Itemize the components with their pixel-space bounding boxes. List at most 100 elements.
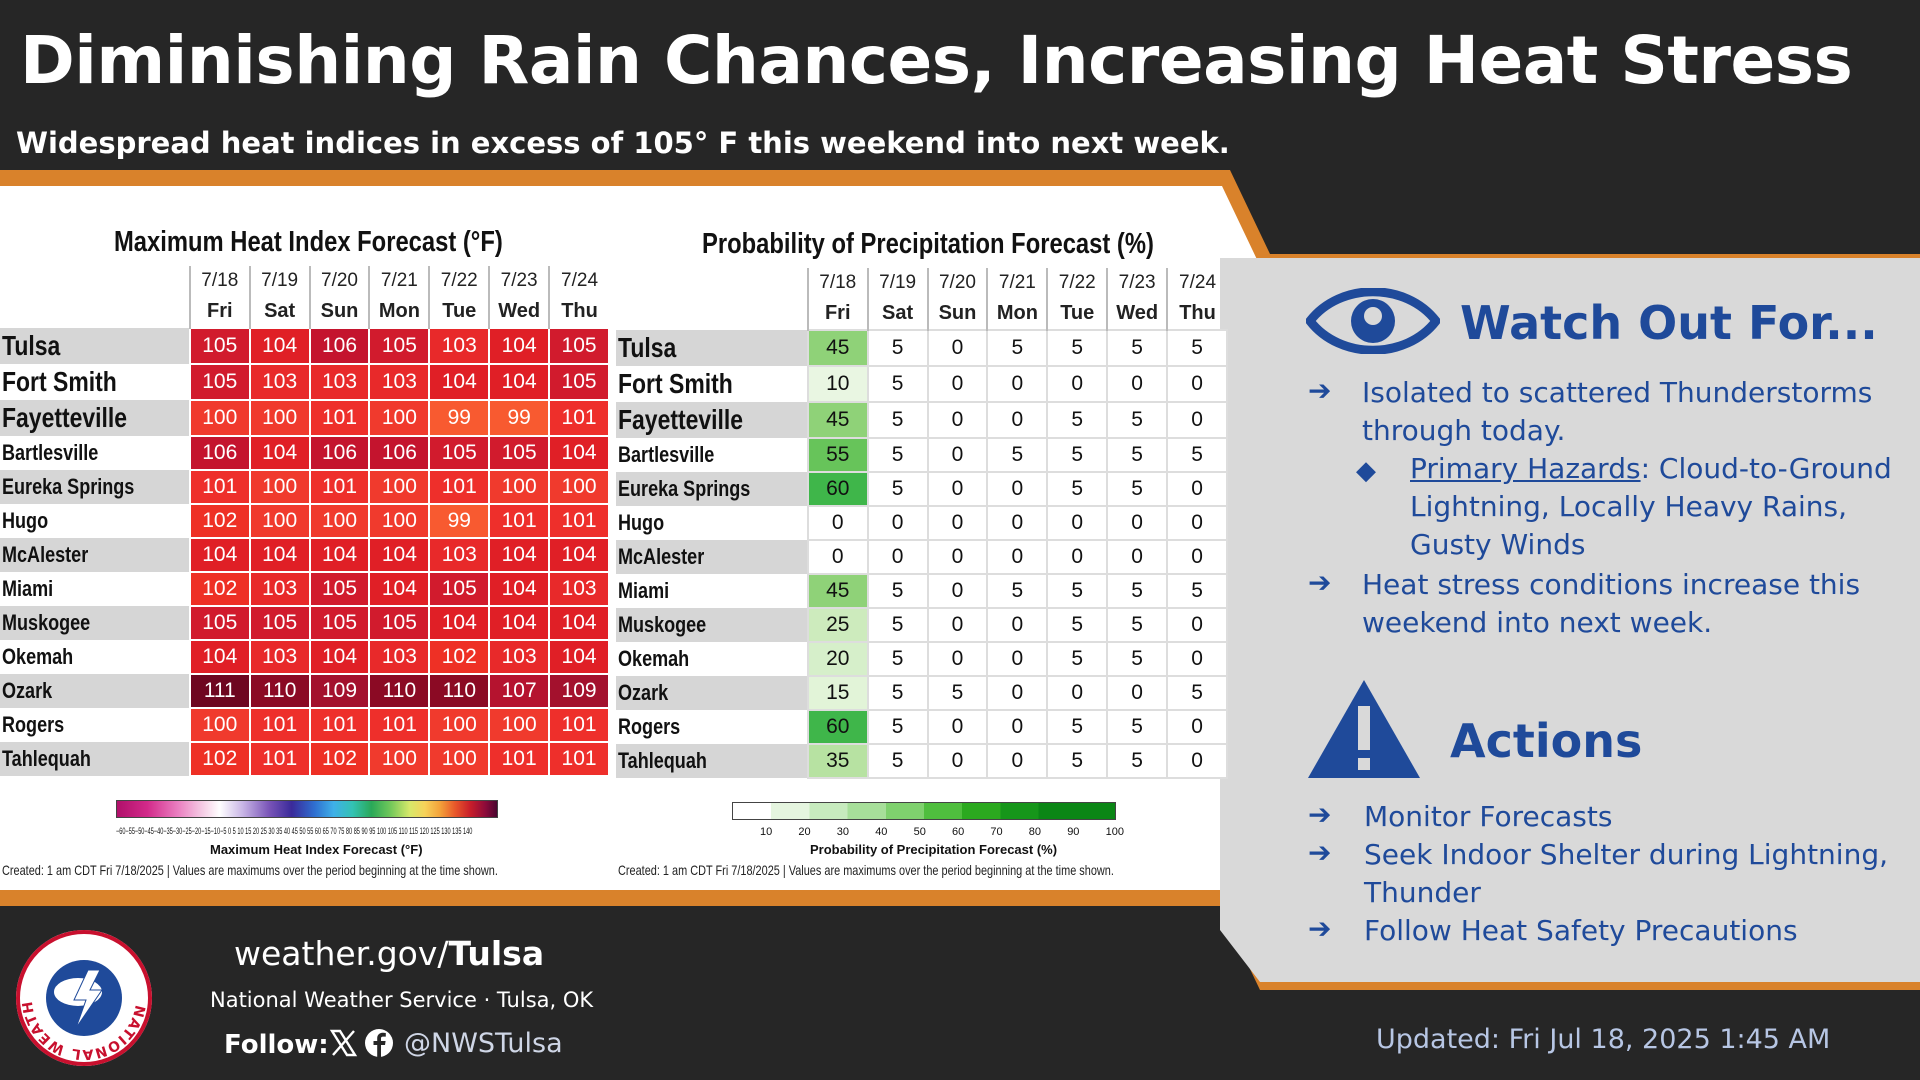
date-header: 7/18	[806, 268, 868, 298]
value-cell: 5	[866, 401, 929, 439]
city-name: Eureka Springs	[616, 472, 808, 506]
value-cell: 0	[986, 641, 1049, 677]
pop-legend-tick: 80	[1028, 826, 1042, 838]
value-cell: 45	[806, 329, 869, 367]
value-cell: 0	[1046, 675, 1109, 711]
value-cell: 45	[806, 573, 869, 609]
pop-legend-bar	[732, 802, 1116, 820]
value-cell: 0	[986, 743, 1049, 779]
value-cell: 0	[926, 709, 989, 745]
table-row: Muskogee 25 5 0 0 5 5 0	[616, 607, 1228, 643]
website-link[interactable]: weather.gov/Tulsa	[234, 934, 544, 973]
pop-legend-tick: 70	[990, 826, 1003, 838]
value-cell: 60	[806, 709, 869, 745]
value-cell: 0	[986, 607, 1049, 643]
city-name: Okemah	[616, 642, 808, 676]
arrow-icon: ➔	[1308, 912, 1332, 945]
value-cell: 0	[926, 329, 989, 367]
value-cell: 103	[308, 363, 371, 401]
value-cell: 101	[548, 707, 610, 743]
value-cell: 5	[1166, 437, 1228, 473]
table-row: Rogers 60 5 0 0 5 5 0	[616, 709, 1228, 745]
watch-item-thunderstorms: Isolated to scattered Thunderstorms thro…	[1362, 376, 1873, 447]
value-cell: 5	[1106, 437, 1169, 473]
value-cell: 100	[248, 469, 311, 505]
value-cell: 106	[188, 435, 251, 471]
value-cell: 0	[866, 505, 929, 541]
value-cell: 0	[1046, 365, 1109, 403]
city-name: McAlester	[616, 540, 808, 574]
value-cell: 5	[866, 607, 929, 643]
value-cell: 5	[1046, 607, 1109, 643]
table-row: Ozark 111 110 109 110 110 107 109	[0, 673, 610, 709]
day-header: Tue	[1046, 298, 1108, 330]
value-cell: 0	[1166, 607, 1228, 643]
date-header: 7/18	[188, 266, 250, 296]
value-cell: 106	[308, 435, 371, 471]
table-row: McAlester 104 104 104 104 103 104 104	[0, 537, 610, 573]
value-cell: 0	[986, 675, 1049, 711]
value-cell: 0	[926, 607, 989, 643]
value-cell: 0	[866, 539, 929, 575]
value-cell: 0	[986, 365, 1049, 403]
watch-heading: Watch Out For...	[1460, 296, 1878, 350]
value-cell: 5	[866, 365, 929, 403]
value-cell: 110	[248, 673, 311, 709]
table-row: Miami 102 103 105 104 105 104 103	[0, 571, 610, 607]
city-name: McAlester	[0, 538, 190, 572]
table-row: Eureka Springs 101 100 101 100 101 100 100	[0, 469, 610, 505]
value-cell: 111	[188, 673, 251, 709]
page-subtitle: Widespread heat indices in excess of 105…	[16, 126, 1230, 160]
table-row: Bartlesville 55 5 0 5 5 5 5	[616, 437, 1228, 473]
city-name: Fort Smith	[0, 364, 190, 400]
arrow-icon: ➔	[1308, 798, 1332, 831]
social-handle[interactable]: @NWSTulsa	[404, 1028, 563, 1059]
pop-legend-tick: 40	[875, 826, 888, 838]
value-cell: 20	[806, 641, 869, 677]
city-name: Muskogee	[0, 606, 190, 640]
value-cell: 0	[1106, 675, 1169, 711]
city-name: Ozark	[0, 674, 190, 708]
value-cell: 106	[308, 327, 371, 365]
value-cell: 5	[866, 471, 929, 507]
value-cell: 5	[866, 641, 929, 677]
value-cell: 0	[1166, 641, 1228, 677]
city-name: Tulsa	[0, 328, 190, 364]
city-name: Rogers	[0, 708, 190, 742]
value-cell: 104	[188, 537, 251, 573]
value-cell: 45	[806, 401, 869, 439]
value-cell: 0	[926, 437, 989, 473]
table-row: Fort Smith 10 5 0 0 0 0 0	[616, 365, 1228, 403]
table-row: Tulsa 105 104 106 105 103 104 105	[0, 327, 610, 365]
value-cell: 15	[806, 675, 869, 711]
value-cell: 0	[1166, 505, 1228, 541]
value-cell: 0	[1166, 709, 1228, 745]
facebook-icon[interactable]	[364, 1028, 394, 1058]
value-cell: 105	[368, 327, 431, 365]
value-cell: 100	[488, 707, 551, 743]
precip-table: 7/18 7/19 7/20 7/21 7/22 7/23 7/24 Fri Sat Sun Mo…	[616, 268, 1228, 779]
watch-item-heat: Heat stress conditions increase this wee…	[1362, 568, 1861, 639]
value-cell: 5	[1166, 675, 1228, 711]
table-row: Okemah 20 5 0 0 5 5 0	[616, 641, 1228, 677]
value-cell: 0	[986, 539, 1049, 575]
value-cell: 100	[368, 741, 431, 777]
value-cell: 102	[188, 503, 251, 539]
value-cell: 105	[428, 435, 491, 471]
heat-created-note: Created: 1 am CDT Fri 7/18/2025 | Values…	[2, 862, 498, 878]
value-cell: 0	[926, 573, 989, 609]
arrow-icon: ➔	[1308, 836, 1332, 869]
city-name: Hugo	[616, 506, 808, 540]
value-cell: 101	[428, 469, 491, 505]
date-header: 7/21	[986, 268, 1048, 298]
x-icon[interactable]	[328, 1028, 358, 1058]
value-cell: 99	[428, 503, 491, 539]
value-cell: 105	[488, 435, 551, 471]
site-prefix: weather.gov/	[234, 934, 449, 973]
value-cell: 5	[1106, 401, 1169, 439]
pop-legend-tick: 30	[836, 826, 850, 838]
city-name: Miami	[0, 572, 190, 606]
updated-timestamp: Updated: Fri Jul 18, 2025 1:45 AM	[1376, 1024, 1831, 1055]
value-cell: 104	[548, 537, 610, 573]
value-cell: 5	[986, 437, 1049, 473]
